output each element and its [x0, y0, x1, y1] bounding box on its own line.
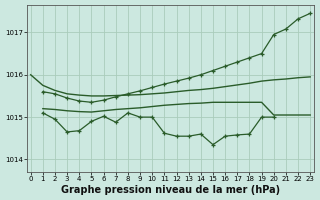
X-axis label: Graphe pression niveau de la mer (hPa): Graphe pression niveau de la mer (hPa): [61, 185, 280, 195]
